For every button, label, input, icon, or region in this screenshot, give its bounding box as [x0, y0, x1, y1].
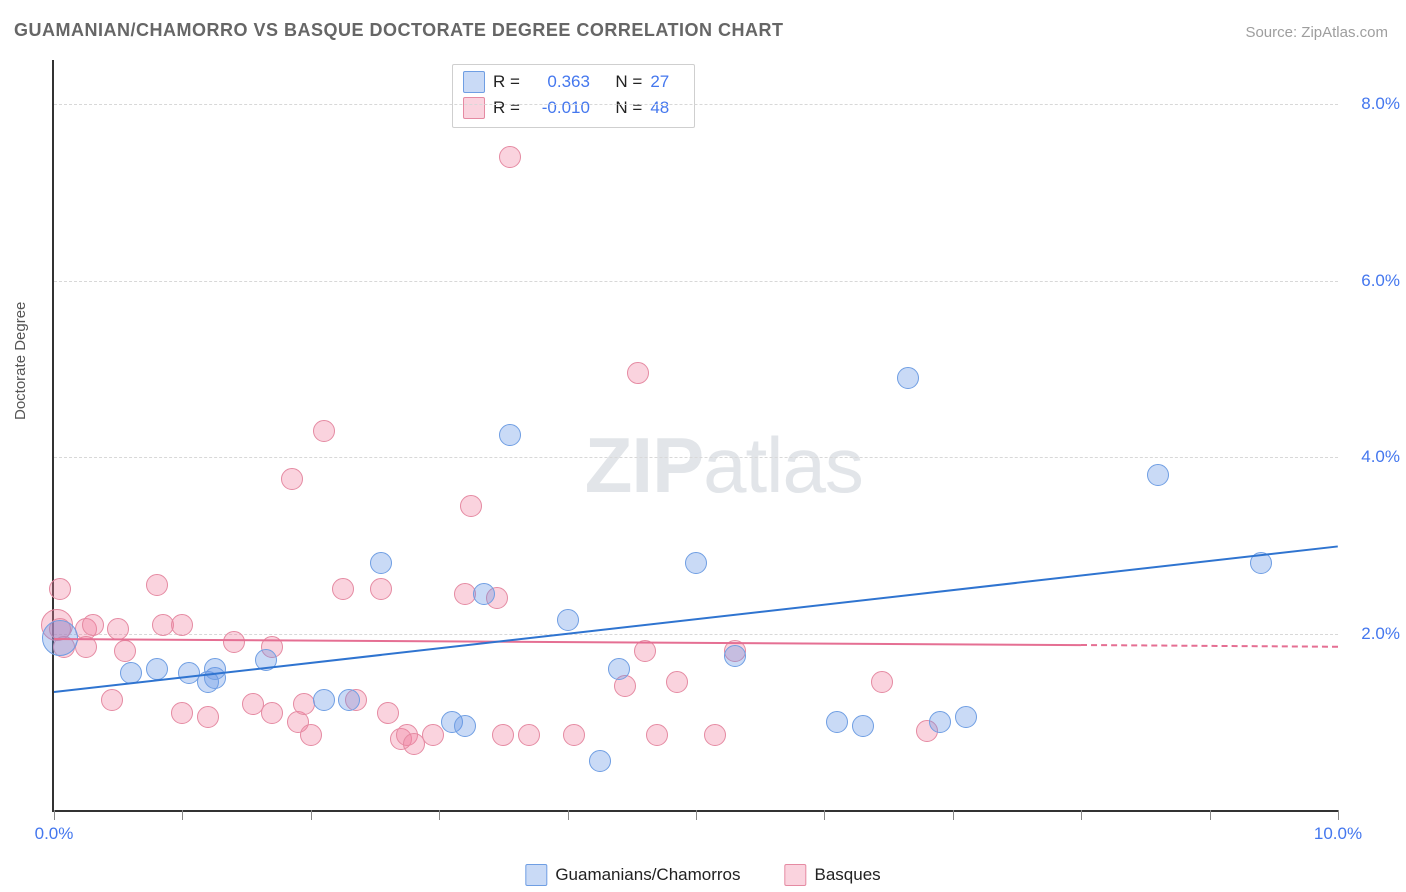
- plot-area: ZIPatlas R = 0.363 N = 27 R = -0.010 N =…: [52, 60, 1338, 812]
- x-tick: [439, 810, 440, 820]
- trendline-series-b: [54, 638, 1081, 646]
- stats-legend-box: R = 0.363 N = 27 R = -0.010 N = 48: [452, 64, 695, 128]
- x-tick: [1210, 810, 1211, 820]
- stat-r-label-b: R =: [493, 95, 520, 121]
- point-series-a: [826, 711, 848, 733]
- gridline: [54, 104, 1338, 105]
- point-series-b: [146, 574, 168, 596]
- stat-n-value-b: 48: [650, 95, 680, 121]
- point-series-b: [82, 614, 104, 636]
- point-series-a: [929, 711, 951, 733]
- point-series-b: [171, 702, 193, 724]
- point-series-a: [589, 750, 611, 772]
- gridline: [54, 281, 1338, 282]
- watermark: ZIPatlas: [585, 420, 863, 511]
- x-tick: [54, 810, 55, 820]
- point-series-b: [422, 724, 444, 746]
- watermark-strong: ZIP: [585, 421, 703, 509]
- y-tick-label: 8.0%: [1344, 94, 1400, 114]
- point-series-a: [370, 552, 392, 574]
- point-series-b: [313, 420, 335, 442]
- point-series-a: [499, 424, 521, 446]
- point-series-b: [281, 468, 303, 490]
- x-tick: [696, 810, 697, 820]
- x-tick-label: 10.0%: [1314, 824, 1362, 844]
- point-series-b: [646, 724, 668, 746]
- point-series-a: [897, 367, 919, 389]
- chart-frame: GUAMANIAN/CHAMORRO VS BASQUE DOCTORATE D…: [0, 0, 1406, 892]
- x-tick: [1338, 810, 1339, 820]
- trendline-series-b-dash: [1081, 644, 1338, 648]
- point-series-b: [49, 578, 71, 600]
- point-series-a: [852, 715, 874, 737]
- point-series-b: [261, 702, 283, 724]
- point-series-b: [563, 724, 585, 746]
- legend-label-a: Guamanians/Chamorros: [555, 865, 740, 885]
- legend-item-a: Guamanians/Chamorros: [525, 864, 740, 886]
- point-series-b: [627, 362, 649, 384]
- swatch-series-a: [525, 864, 547, 886]
- source-label: Source: ZipAtlas.com: [1245, 24, 1388, 41]
- point-series-b: [300, 724, 322, 746]
- point-series-b: [518, 724, 540, 746]
- stat-n-value-a: 27: [650, 69, 680, 95]
- x-tick: [311, 810, 312, 820]
- swatch-series-a: [463, 71, 485, 93]
- gridline: [54, 457, 1338, 458]
- point-series-a: [204, 658, 226, 680]
- x-tick: [953, 810, 954, 820]
- swatch-series-b: [463, 97, 485, 119]
- point-series-a: [685, 552, 707, 574]
- point-series-b: [101, 689, 123, 711]
- point-series-b: [377, 702, 399, 724]
- point-series-b: [704, 724, 726, 746]
- y-axis-label: Doctorate Degree: [12, 302, 29, 420]
- point-series-b: [666, 671, 688, 693]
- point-series-a: [313, 689, 335, 711]
- y-tick-label: 6.0%: [1344, 271, 1400, 291]
- x-tick: [568, 810, 569, 820]
- point-series-b: [499, 146, 521, 168]
- stat-r-label-a: R =: [493, 69, 520, 95]
- y-tick-label: 2.0%: [1344, 624, 1400, 644]
- point-series-b: [197, 706, 219, 728]
- chart-title: GUAMANIAN/CHAMORRO VS BASQUE DOCTORATE D…: [14, 20, 784, 41]
- watermark-light: atlas: [703, 421, 863, 509]
- point-series-b: [460, 495, 482, 517]
- point-series-a: [955, 706, 977, 728]
- stats-row-a: R = 0.363 N = 27: [463, 69, 680, 95]
- x-tick: [1081, 810, 1082, 820]
- point-series-b: [871, 671, 893, 693]
- point-series-a: [473, 583, 495, 605]
- legend-item-b: Basques: [785, 864, 881, 886]
- swatch-series-b: [785, 864, 807, 886]
- point-series-b: [332, 578, 354, 600]
- point-series-a: [608, 658, 630, 680]
- x-tick: [824, 810, 825, 820]
- y-tick-label: 4.0%: [1344, 447, 1400, 467]
- point-series-b: [114, 640, 136, 662]
- x-tick: [182, 810, 183, 820]
- point-series-a: [338, 689, 360, 711]
- point-series-b: [370, 578, 392, 600]
- stat-n-label-a: N =: [615, 69, 642, 95]
- stat-r-value-b: -0.010: [528, 95, 590, 121]
- point-series-b: [223, 631, 245, 653]
- point-series-a: [146, 658, 168, 680]
- stats-row-b: R = -0.010 N = 48: [463, 95, 680, 121]
- stat-r-value-a: 0.363: [528, 69, 590, 95]
- point-series-a: [1147, 464, 1169, 486]
- point-series-b: [492, 724, 514, 746]
- point-series-b: [107, 618, 129, 640]
- point-series-a: [557, 609, 579, 631]
- bottom-legend: Guamanians/Chamorros Basques: [525, 864, 880, 886]
- point-series-a: [454, 715, 476, 737]
- point-series-b: [171, 614, 193, 636]
- stat-n-label-b: N =: [615, 95, 642, 121]
- gridline: [54, 634, 1338, 635]
- point-series-a: [724, 645, 746, 667]
- legend-label-b: Basques: [815, 865, 881, 885]
- x-tick-label: 0.0%: [35, 824, 74, 844]
